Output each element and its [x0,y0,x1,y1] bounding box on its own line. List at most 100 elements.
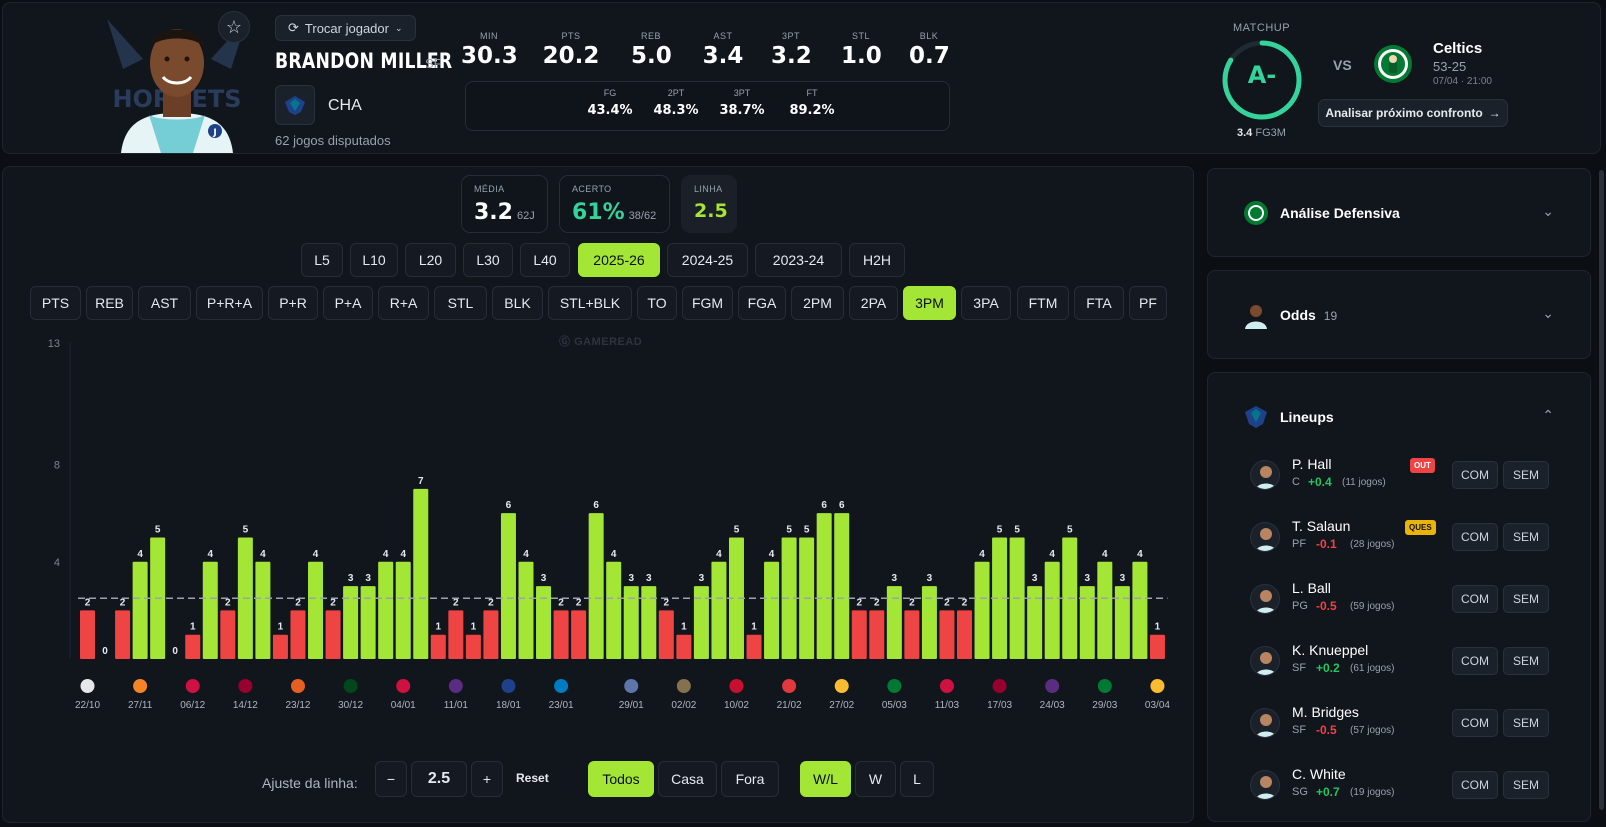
stat-type-to[interactable]: TO [637,286,677,320]
x-tick-label: 18/01 [496,700,521,711]
without-player-button[interactable]: SEM [1503,771,1549,799]
with-player-button[interactable]: COM [1452,771,1498,799]
bar-value-label: 7 [418,476,424,487]
bar-value-label: 3 [628,573,634,584]
odds-card[interactable]: Odds 19 ⌄ [1207,270,1591,359]
analyze-matchup-button[interactable]: Analisar próximo confronto → [1318,99,1508,127]
stat-blk: BLK 0.7 [909,31,950,69]
stat-type-stl-blk[interactable]: STL+BLK [548,286,632,320]
bar-value-label: 4 [611,549,617,560]
with-player-button[interactable]: COM [1452,585,1498,613]
bar [939,610,955,659]
with-player-button[interactable]: COM [1452,523,1498,551]
stat-reb: REB 5.0 [631,31,672,69]
bar-value-label: 3 [1032,573,1038,584]
bar [676,634,692,659]
period-2025-26[interactable]: 2025-26 [578,243,660,277]
stat-type-2pm[interactable]: 2PM [791,286,844,320]
period-l40[interactable]: L40 [520,243,570,277]
result-l[interactable]: L [900,761,934,797]
game-date: 07/04 · 21:00 [1433,76,1492,87]
bar [1114,586,1130,659]
stat-type-p-a[interactable]: P+A [323,286,373,320]
bar [921,586,937,659]
venue-fora[interactable]: Fora [721,761,779,797]
line-plus-button[interactable]: + [471,761,503,797]
raptors-icon [939,679,954,693]
bar-value-label: 5 [734,524,740,535]
hornets-icon [1245,406,1267,428]
without-player-button[interactable]: SEM [1503,523,1549,551]
reset-button[interactable]: Reset [516,771,549,785]
bar [80,610,95,659]
line-value-input[interactable]: 2.5 [411,761,467,797]
bar [606,561,622,659]
team-abbr: CHA [328,97,362,114]
stat-value: 3.2 [771,43,812,69]
scrollbar[interactable] [1599,170,1604,810]
games-played: 62 jogos disputados [275,133,391,148]
stat-type-stl[interactable]: STL [434,286,487,320]
with-player-button[interactable]: COM [1452,709,1498,737]
stat-label: MIN [480,31,498,41]
bar [483,610,499,659]
media-value: 3.2 [474,200,513,225]
stat-type-reb[interactable]: REB [86,286,133,320]
result-w-l[interactable]: W/L [800,761,851,797]
line-minus-button[interactable]: − [375,761,407,797]
without-player-button[interactable]: SEM [1503,461,1549,489]
chevron-up-icon[interactable]: ⌃ [1542,407,1554,423]
period-l10[interactable]: L10 [350,243,398,277]
stat-type-fga[interactable]: FGA [738,286,786,320]
bar-value-label: 3 [1120,573,1126,584]
stat-type-r-a[interactable]: R+A [378,286,429,320]
stat-value: 0.7 [909,43,950,69]
bar-value-label: 2 [453,597,459,608]
period-h2h[interactable]: H2H [849,243,905,277]
player-photo: HORNETS J [103,9,251,153]
bar-value-label: 6 [821,500,827,511]
with-player-button[interactable]: COM [1452,647,1498,675]
without-player-button[interactable]: SEM [1503,647,1549,675]
period-2024-25[interactable]: 2024-25 [667,243,748,277]
bar-value-label: 1 [436,622,442,633]
period-l30[interactable]: L30 [463,243,513,277]
stat-type-3pm[interactable]: 3PM [903,286,956,320]
venue-casa[interactable]: Casa [658,761,717,797]
opponent-record: 53-25 [1433,59,1467,74]
x-tick-label: 27/02 [829,700,854,711]
shooting-label: 3PT [733,88,751,98]
period-l5[interactable]: L5 [301,243,343,277]
stat-type-fta[interactable]: FTA [1074,286,1124,320]
stat-type-pts[interactable]: PTS [30,286,81,320]
x-tick-label: 23/12 [285,700,310,711]
favorite-star-button[interactable]: ☆ [218,11,250,43]
stat-type-ftm[interactable]: FTM [1017,286,1069,320]
lineup-impact: -0.1 [1316,537,1337,551]
without-player-button[interactable]: SEM [1503,709,1549,737]
result-w[interactable]: W [855,761,896,797]
heat-icon [238,679,253,693]
stat-type-2pa[interactable]: 2PA [849,286,898,320]
stat-type-p-r[interactable]: P+R [268,286,318,320]
stat-type-3pa[interactable]: 3PA [961,286,1011,320]
period-l20[interactable]: L20 [405,243,456,277]
y-tick-label: 13 [48,338,60,350]
bar [974,561,990,659]
period-2023-24[interactable]: 2023-24 [755,243,842,277]
stat-type-blk[interactable]: BLK [492,286,543,320]
stat-type-fgm[interactable]: FGM [682,286,733,320]
matchup-label: MATCHUP [1233,22,1291,34]
stat-label: PTS [561,31,581,41]
stat-type-ast[interactable]: AST [138,286,191,320]
defense-card[interactable]: Análise Defensiva ⌄ [1207,168,1591,257]
bar-value-label: 2 [120,597,126,608]
without-player-button[interactable]: SEM [1503,585,1549,613]
stat-type-p-r-a[interactable]: P+R+A [196,286,263,320]
stat-type-pf[interactable]: PF [1129,286,1167,320]
line-adjust-label: Ajuste da linha: [262,775,358,791]
swap-player-button[interactable]: ⟳ Trocar jogador ⌄ [275,15,416,41]
bar [693,586,709,659]
with-player-button[interactable]: COM [1452,461,1498,489]
venue-todos[interactable]: Todos [588,761,654,797]
